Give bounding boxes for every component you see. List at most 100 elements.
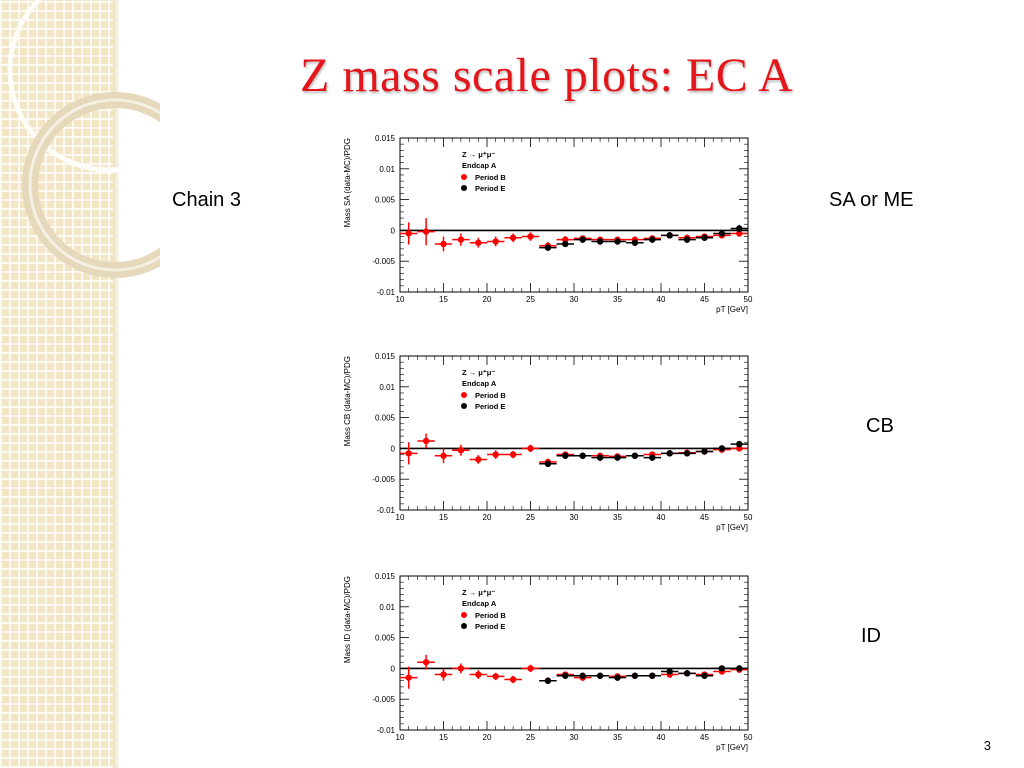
legend-entry: Period E [475,622,505,631]
legend-header: Endcap A [462,599,497,608]
data-point [736,230,743,237]
legend-header: Z → μ⁺μ⁻ [462,368,495,377]
y-tick-label: -0.01 [377,506,396,515]
x-tick-label: 25 [526,295,535,304]
x-tick-label: 30 [570,295,579,304]
legend-marker [461,392,467,398]
data-point [666,450,673,457]
y-tick-label: 0.015 [375,134,396,143]
data-point [527,445,534,452]
sa-label: SA or ME [829,189,914,211]
x-axis-title: pT [GeV] [716,305,748,314]
plot-frame [399,355,749,511]
decorative-ring-small-inner [28,98,160,272]
data-point [666,232,673,239]
y-axis-title: Mass ID (data-MC)/PDG [343,576,352,663]
x-tick-label: 45 [700,733,709,742]
plot-frame [399,575,749,731]
data-point [683,450,691,457]
data-point [527,665,534,672]
data-point [649,672,656,679]
y-tick-label: 0 [391,664,396,673]
y-axis-title: Mass CB (data-MC)/PDG [343,356,352,446]
data-point [614,454,621,461]
y-tick-label: -0.005 [372,695,395,704]
chart-mass-id: -0.01 -0.005 0 0.005 0.01 0.015 10 15 20 25 30 35 40… [343,572,753,752]
data-point [649,236,656,243]
x-tick-label: 15 [439,733,448,742]
y-tick-label: 0.01 [379,603,395,612]
chart-mass-sa: -0.01 -0.005 0 0.005 0.01 0.015 10 15 20 25 30 35 40… [343,134,753,314]
x-tick-label: 50 [744,513,753,522]
data-point [596,672,604,679]
data-point [666,668,673,675]
data-point [631,239,639,246]
data-point [492,451,499,458]
legend-entry: Period E [475,402,505,411]
y-tick-label: 0.005 [375,196,396,205]
data-point [457,236,465,243]
id-label: ID [861,625,881,647]
data-point [562,452,569,459]
data-point [631,672,639,679]
data-point [544,460,552,467]
chain-label: Chain 3 [172,189,241,211]
y-tick-label: 0 [391,226,396,235]
data-point [701,448,708,455]
y-tick-label: -0.005 [372,475,395,484]
data-point [596,238,604,245]
x-tick-label: 45 [700,295,709,304]
sidebar-edge [113,0,119,768]
chart-mass-cb: -0.01 -0.005 0 0.005 0.01 0.015 10 15 20 25 30 35 40… [343,352,753,532]
data-point [683,236,691,243]
data-point [492,238,499,245]
x-tick-label: 25 [526,513,535,522]
data-point [475,239,482,246]
legend-header: Z → μ⁺μ⁻ [462,150,495,159]
data-point [475,456,482,463]
y-tick-label: -0.01 [377,288,396,297]
data-point [544,244,552,251]
x-tick-label: 40 [657,733,666,742]
data-point [562,672,569,679]
y-tick-label: 0 [391,444,396,453]
data-point [701,234,708,241]
y-tick-label: 0.005 [375,634,396,643]
slide-title: Z mass scale plots: EC A [300,49,794,102]
data-point [736,225,743,232]
data-point [614,674,621,681]
x-tick-label: 40 [657,295,666,304]
data-point [649,454,656,461]
data-point [579,672,586,679]
data-point [614,238,621,245]
data-point [527,233,534,240]
data-point [579,236,586,243]
legend-header: Endcap A [462,161,497,170]
x-tick-label: 10 [396,295,405,304]
data-point [475,671,482,678]
x-tick-label: 50 [744,295,753,304]
data-point [736,440,743,448]
legend-marker [461,612,467,618]
data-point [492,673,499,680]
data-point [457,447,465,454]
data-point [440,240,447,248]
page-number: 3 [983,738,991,753]
data-point [405,674,412,681]
x-tick-label: 40 [657,513,666,522]
legend-entry: Period E [475,184,505,193]
data-point [509,451,517,458]
cb-label: CB [866,415,894,437]
x-tick-label: 20 [483,733,492,742]
legend-header: Z → μ⁺μ⁻ [462,588,495,597]
data-point [457,665,465,672]
data-point [736,665,743,672]
y-tick-label: 0.015 [375,572,396,581]
y-tick-label: -0.01 [377,726,396,735]
data-point [422,659,430,666]
x-tick-label: 15 [439,295,448,304]
data-point [596,454,604,461]
data-point [544,677,552,684]
x-tick-label: 10 [396,513,405,522]
x-tick-label: 15 [439,513,448,522]
